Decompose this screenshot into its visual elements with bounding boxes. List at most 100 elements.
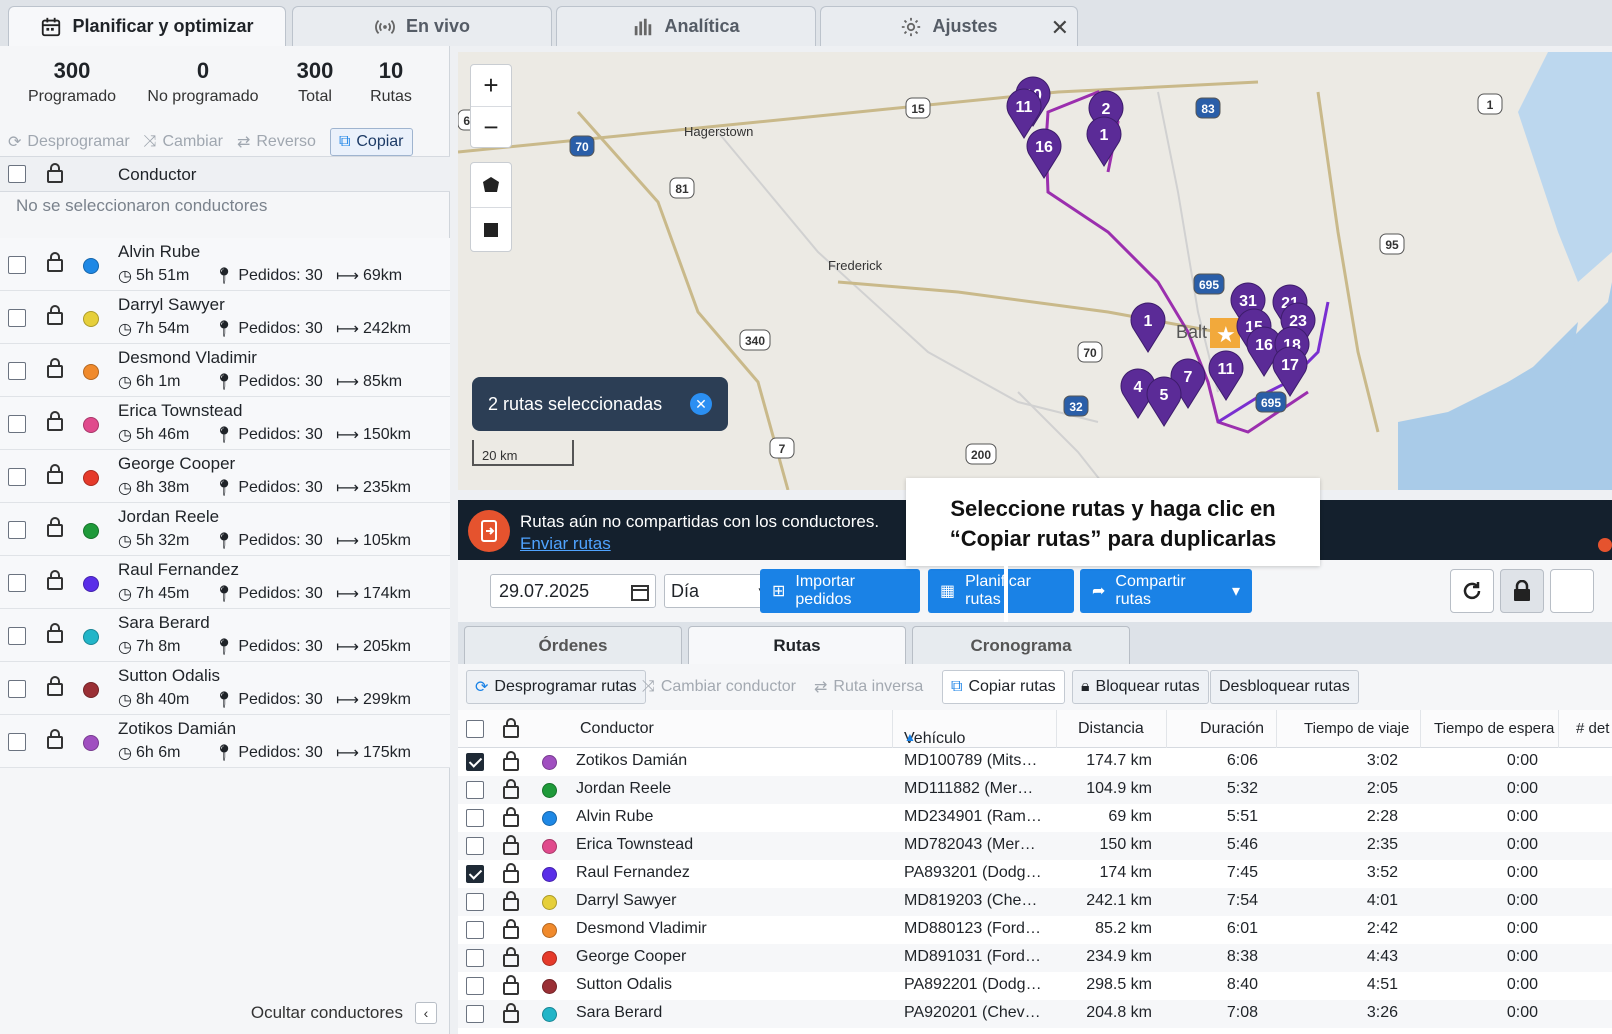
lock-icon[interactable] xyxy=(46,358,64,383)
route-stop-pin[interactable]: 11 xyxy=(1208,350,1244,401)
copy-routes-button[interactable]: ⧉ Copiar rutas xyxy=(942,670,1065,704)
driver-checkbox[interactable] xyxy=(8,362,26,380)
tab-routes[interactable]: Rutas xyxy=(688,626,906,664)
route-stop-pin[interactable]: 1 xyxy=(1130,302,1166,353)
refresh-button[interactable] xyxy=(1450,569,1494,613)
route-stop-pin[interactable]: 16 xyxy=(1246,326,1282,377)
route-checkbox[interactable] xyxy=(466,865,484,883)
zoom-in-button[interactable]: + xyxy=(483,70,499,100)
col-driver[interactable]: Conductor xyxy=(580,720,654,737)
lock-icon[interactable] xyxy=(46,623,64,648)
driver-row[interactable]: Sutton Odalis ◷ 8h 40m 📍︎ Pedidos: 30 ⟼ 299km xyxy=(0,662,450,715)
table-row[interactable]: Raul Fernandez PA893201 (Dodg… 174 km 7:45 3… xyxy=(458,860,1612,888)
share-routes-button[interactable]: ➦ Compartir rutas ▾ xyxy=(1080,569,1252,613)
route-checkbox[interactable] xyxy=(466,977,484,995)
unschedule-button[interactable]: ⟳ Desprogramar xyxy=(8,132,130,152)
route-checkbox[interactable] xyxy=(466,837,484,855)
lock-icon[interactable] xyxy=(502,947,520,972)
route-stop-pin[interactable]: 7 xyxy=(1170,358,1206,409)
select-all-checkbox[interactable] xyxy=(8,165,26,183)
driver-row[interactable]: George Cooper ◷ 8h 38m 📍︎ Pedidos: 30 ⟼ 235km xyxy=(0,450,450,503)
table-row[interactable]: George Cooper MD891031 (Ford… 234.9 km 8:38… xyxy=(458,944,1612,972)
lock-icon[interactable] xyxy=(502,835,520,860)
close-icon[interactable]: ✕ xyxy=(1050,15,1069,40)
tab-schedule[interactable]: Cronograma xyxy=(912,626,1130,664)
driver-checkbox[interactable] xyxy=(8,468,26,486)
zoom-out-button[interactable]: − xyxy=(471,106,511,147)
polygon-tool-button[interactable] xyxy=(471,163,511,207)
table-row[interactable]: Alvin Rube MD234901 (Ram… 69 km 5:51 2:28 0:0… xyxy=(458,804,1612,832)
lock-icon[interactable] xyxy=(502,779,520,804)
lock-icon[interactable] xyxy=(46,517,64,542)
tab-orders[interactable]: Órdenes xyxy=(464,626,682,664)
table-row[interactable]: Desmond Vladimir MD880123 (Ford… 85.2 km 6:… xyxy=(458,916,1612,944)
table-row[interactable]: Sara Berard PA920201 (Chev… 204.8 km 7:08 3:… xyxy=(458,1000,1612,1028)
driver-row[interactable]: Erica Townstead ◷ 5h 46m 📍︎ Pedidos: 30 ⟼ 150k… xyxy=(0,397,450,450)
route-stop-pin[interactable]: 16 xyxy=(1026,128,1062,179)
lock-icon[interactable] xyxy=(502,975,520,1000)
route-stop-pin[interactable]: 17 xyxy=(1272,346,1308,397)
table-row[interactable]: Zotikos Damián MD100789 (Mits… 174.7 km 6:0… xyxy=(458,748,1612,776)
date-picker[interactable]: 29.07.2025 xyxy=(490,574,656,608)
driver-checkbox[interactable] xyxy=(8,256,26,274)
lock-icon[interactable] xyxy=(502,807,520,832)
route-stop-pin[interactable]: 2 xyxy=(1088,90,1124,141)
driver-row[interactable]: Desmond Vladimir ◷ 6h 1m 📍︎ Pedidos: 30 ⟼ 85km xyxy=(0,344,450,397)
lock-icon[interactable] xyxy=(502,863,520,888)
more-button[interactable] xyxy=(1550,569,1594,613)
tab-plan-optimize[interactable]: Planificar y optimizar xyxy=(8,6,286,46)
driver-checkbox[interactable] xyxy=(8,733,26,751)
lock-icon[interactable] xyxy=(46,676,64,701)
route-map[interactable]: Hagerstown Frederick Balt ★ 695 200 7 32 70 3… xyxy=(458,52,1612,490)
col-extra[interactable]: # det xyxy=(1576,720,1610,737)
period-select[interactable]: Día ▾ xyxy=(664,574,772,608)
driver-row[interactable]: Zotikos Damián ◷ 6h 6m 📍︎ Pedidos: 30 ⟼ 175km xyxy=(0,715,450,768)
lock-icon[interactable] xyxy=(46,729,64,754)
driver-checkbox[interactable] xyxy=(8,627,26,645)
lock-icon[interactable] xyxy=(502,919,520,944)
driver-row[interactable]: Jordan Reele ◷ 5h 32m 📍︎ Pedidos: 30 ⟼ 105km xyxy=(0,503,450,556)
import-orders-button[interactable]: ⊞ Importar pedidos xyxy=(760,569,920,613)
col-duration[interactable]: Duración xyxy=(1200,720,1265,737)
lock-icon[interactable] xyxy=(46,305,64,330)
route-pins[interactable]: 6952007327034069595183158170681011162113… xyxy=(458,52,1612,490)
driver-checkbox[interactable] xyxy=(8,415,26,433)
driver-checkbox[interactable] xyxy=(8,680,26,698)
driver-row[interactable]: Darryl Sawyer ◷ 7h 54m 📍︎ Pedidos: 30 ⟼ 242km xyxy=(0,291,450,344)
lock-icon[interactable] xyxy=(46,464,64,489)
route-stop-pin[interactable]: 31 xyxy=(1230,282,1266,333)
table-row[interactable]: Darryl Sawyer MD819203 (Che… 242.1 km 7:54 4… xyxy=(458,888,1612,916)
route-checkbox[interactable] xyxy=(466,921,484,939)
route-stop-pin[interactable]: 11 xyxy=(1006,88,1042,139)
route-checkbox[interactable] xyxy=(466,893,484,911)
lock-icon[interactable] xyxy=(502,718,520,743)
lock-icon[interactable] xyxy=(46,570,64,595)
route-checkbox[interactable] xyxy=(466,781,484,799)
select-all-checkbox[interactable] xyxy=(466,720,484,738)
table-row[interactable]: Jordan Reele MD111882 (Mer… 104.9 km 5:32 2:… xyxy=(458,776,1612,804)
lock-icon[interactable] xyxy=(502,891,520,916)
table-row[interactable]: Sutton Odalis PA892201 (Dodg… 298.5 km 8:40… xyxy=(458,972,1612,1000)
tab-settings[interactable]: Ajustes ✕ xyxy=(820,6,1078,46)
chevron-left-icon[interactable]: ‹ xyxy=(415,1002,437,1024)
clear-selection-icon[interactable]: ✕ xyxy=(690,393,712,415)
route-checkbox[interactable] xyxy=(466,809,484,827)
unlock-routes-button[interactable]: Desbloquear rutas xyxy=(1210,670,1359,704)
driver-row[interactable]: Sara Berard ◷ 7h 8m 📍︎ Pedidos: 30 ⟼ 205km xyxy=(0,609,450,662)
tab-analytics[interactable]: Analítica xyxy=(556,6,816,46)
lock-icon[interactable] xyxy=(502,751,520,776)
route-stop-pin[interactable]: 5 xyxy=(1146,376,1182,427)
col-distance[interactable]: Distancia xyxy=(1078,720,1144,737)
tab-live[interactable]: En vivo xyxy=(292,6,552,46)
route-checkbox[interactable] xyxy=(466,753,484,771)
change-button[interactable]: ⤨ Cambiar xyxy=(144,133,223,151)
driver-checkbox[interactable] xyxy=(8,309,26,327)
driver-row[interactable]: Raul Fernandez ◷ 7h 45m 📍︎ Pedidos: 30 ⟼ 174km xyxy=(0,556,450,609)
change-driver-button[interactable]: ⤨ Cambiar conductor xyxy=(634,670,804,704)
rectangle-tool-button[interactable] xyxy=(471,207,511,251)
col-wait-time[interactable]: Tiempo de espera xyxy=(1434,720,1555,737)
calendar-icon[interactable] xyxy=(631,583,649,606)
route-stop-pin[interactable]: 1 xyxy=(1086,116,1122,167)
hide-drivers-control[interactable]: Ocultar conductores ‹ xyxy=(251,1002,437,1024)
driver-checkbox[interactable] xyxy=(8,574,26,592)
